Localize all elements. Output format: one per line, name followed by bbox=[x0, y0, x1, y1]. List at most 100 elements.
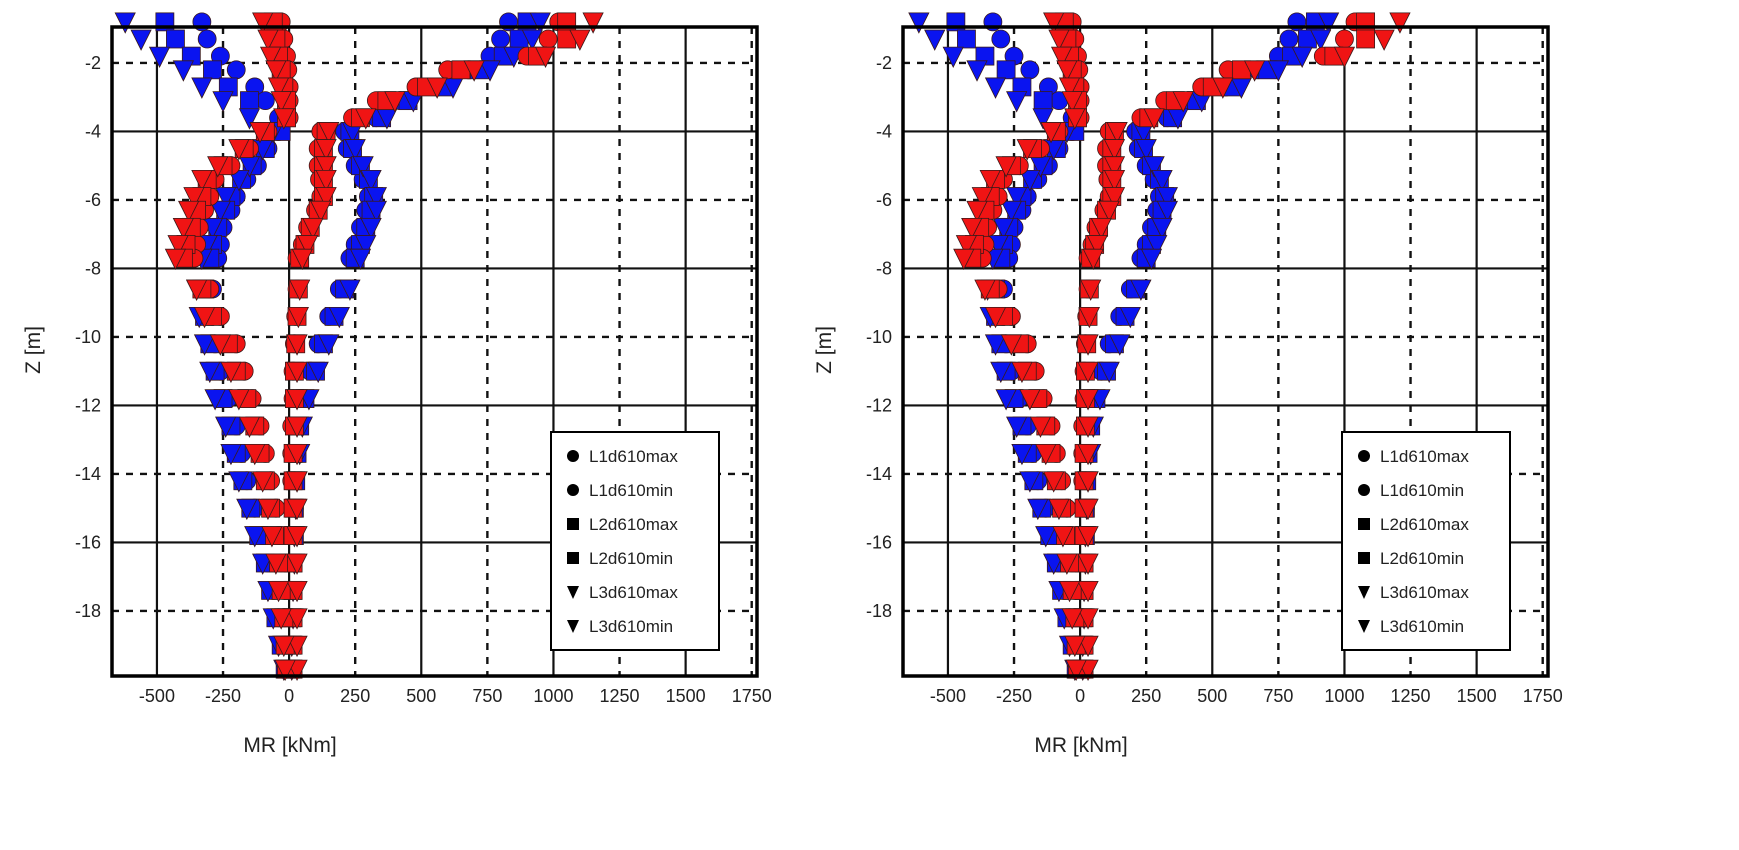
y-tick-label: -16 bbox=[866, 532, 892, 552]
point-L3d610min-red bbox=[971, 187, 993, 209]
point-L3d610min-red bbox=[270, 608, 292, 630]
point-L3d610max-blue bbox=[1130, 279, 1152, 301]
x-tick-label: 1250 bbox=[600, 686, 640, 706]
x-tick-label: 1000 bbox=[1324, 686, 1364, 706]
point-L3d610min-blue bbox=[236, 498, 258, 521]
legend-label: L1d610min bbox=[589, 481, 673, 500]
point-L3d610min-blue bbox=[1006, 187, 1028, 209]
y-tick-label: -2 bbox=[876, 53, 892, 73]
point-L3d610max-red bbox=[426, 77, 448, 99]
point-L3d610min-red bbox=[1064, 108, 1086, 130]
point-L3d610max-red bbox=[1243, 60, 1266, 82]
x-tick-label: 250 bbox=[340, 686, 370, 706]
point-L3d610min-blue bbox=[990, 361, 1012, 384]
point-L3d610max-red bbox=[1077, 608, 1099, 630]
point-L1d610min-blue bbox=[255, 91, 275, 111]
point-L3d610min-red bbox=[274, 659, 296, 682]
point-L3d610max-red bbox=[286, 361, 308, 384]
y-tick-label: -6 bbox=[85, 190, 101, 210]
point-L3d610min-red bbox=[1061, 91, 1083, 113]
point-L1d610max-blue bbox=[1279, 29, 1299, 49]
y-tick-label: -10 bbox=[866, 327, 892, 347]
point-L3d610min-blue bbox=[908, 12, 930, 34]
legend-marker-icon bbox=[567, 450, 579, 462]
point-L3d610max-blue bbox=[1317, 12, 1340, 34]
x-tick-label: 500 bbox=[406, 686, 436, 706]
triangle-down-icon bbox=[1358, 586, 1370, 599]
point-L3d610min-red bbox=[1000, 334, 1023, 356]
point-L3d610max-red bbox=[286, 471, 308, 493]
point-L3d610min-red bbox=[1035, 443, 1057, 466]
point-L3d610min-red bbox=[1011, 361, 1033, 384]
point-L3d610min-red bbox=[979, 170, 1001, 192]
point-L3d610max-blue bbox=[1291, 46, 1313, 69]
y-tick-label: -4 bbox=[85, 121, 101, 141]
point-L3d610min-red bbox=[209, 334, 232, 356]
point-L3d610min-blue bbox=[130, 29, 152, 51]
legend-box bbox=[1341, 431, 1511, 651]
chart-panel-left: -500 -250 0 250 500 750 1000 1250 1500 1750 -2 -4 -6… bbox=[0, 0, 790, 850]
x-tick-label: 500 bbox=[1197, 686, 1227, 706]
x-tick-label: 1500 bbox=[1457, 686, 1497, 706]
point-L3d610max-blue bbox=[1109, 334, 1131, 356]
point-L3d610min-red bbox=[207, 156, 229, 178]
x-tick-label: 0 bbox=[1075, 686, 1085, 706]
point-L3d610min-red bbox=[265, 60, 287, 82]
point-L3d610min-blue bbox=[244, 526, 266, 548]
point-L3d610max-red bbox=[286, 389, 308, 411]
point-L3d610min-red bbox=[191, 170, 213, 192]
square-icon bbox=[1358, 518, 1370, 530]
point-L3d610min-red bbox=[178, 200, 200, 223]
point-L1d610min-blue bbox=[991, 29, 1011, 49]
point-L2d610min-blue bbox=[203, 60, 222, 80]
point-L3d610min-red bbox=[220, 361, 242, 384]
point-L3d610max-red bbox=[1103, 170, 1126, 192]
triangle-down-icon bbox=[1358, 620, 1370, 633]
point-L3d610min-red bbox=[1056, 553, 1078, 575]
point-L2d610min-blue bbox=[996, 60, 1016, 80]
point-L3d610max-red bbox=[1077, 498, 1099, 521]
point-L3d610max-red bbox=[1172, 91, 1194, 113]
x-tick-label: -250 bbox=[996, 686, 1032, 706]
point-L3d610min-red bbox=[273, 635, 295, 658]
x-tick-label: 750 bbox=[1263, 686, 1293, 706]
point-L3d610max-blue bbox=[1267, 60, 1290, 82]
point-L1d610max-red bbox=[1335, 29, 1354, 49]
data-points bbox=[908, 12, 1411, 682]
point-L3d610min-blue bbox=[1019, 170, 1041, 192]
y-tick-label: -8 bbox=[85, 258, 101, 278]
y-tick-label: -12 bbox=[866, 395, 892, 415]
point-L3d610min-blue bbox=[191, 77, 213, 99]
point-L3d610max-blue bbox=[479, 60, 501, 82]
point-L3d610max-red bbox=[1078, 306, 1101, 329]
point-L3d610min-red bbox=[185, 279, 208, 301]
point-L3d610max-red bbox=[1077, 389, 1099, 411]
point-L3d610min-red bbox=[270, 91, 292, 113]
point-L3d610min-red bbox=[244, 443, 266, 466]
legend-marker-icon bbox=[567, 484, 579, 496]
point-L3d610min-red bbox=[267, 77, 290, 99]
point-L3d610max-red bbox=[1086, 235, 1108, 257]
point-L3d610max-blue bbox=[1140, 248, 1163, 271]
point-L3d610min-blue bbox=[1032, 108, 1054, 130]
legend-marker-icon bbox=[567, 620, 579, 633]
point-L2d610max-red bbox=[1356, 29, 1376, 49]
point-L3d610max-blue bbox=[307, 361, 329, 384]
point-L3d610max-red bbox=[582, 12, 604, 34]
point-L3d610max-red bbox=[291, 248, 313, 271]
point-L2d610min-blue bbox=[166, 29, 185, 49]
point-L3d610max-red bbox=[1143, 108, 1165, 130]
point-L3d610max-red bbox=[286, 334, 308, 356]
point-L3d610max-red bbox=[1077, 553, 1099, 575]
legend-label: L3d610min bbox=[589, 617, 673, 636]
point-L3d610min-blue bbox=[995, 389, 1017, 411]
x-tick-label: -500 bbox=[930, 686, 966, 706]
point-L2d610min-blue bbox=[240, 91, 259, 111]
point-L3d610max-red bbox=[463, 60, 485, 82]
point-L3d610max-red bbox=[1077, 635, 1099, 658]
y-tick-label: -18 bbox=[75, 601, 101, 621]
point-L3d610max-red bbox=[315, 156, 337, 178]
point-L3d610max-red bbox=[289, 279, 311, 301]
legend-marker-icon bbox=[1358, 552, 1370, 564]
point-L3d610min-red bbox=[238, 416, 261, 438]
